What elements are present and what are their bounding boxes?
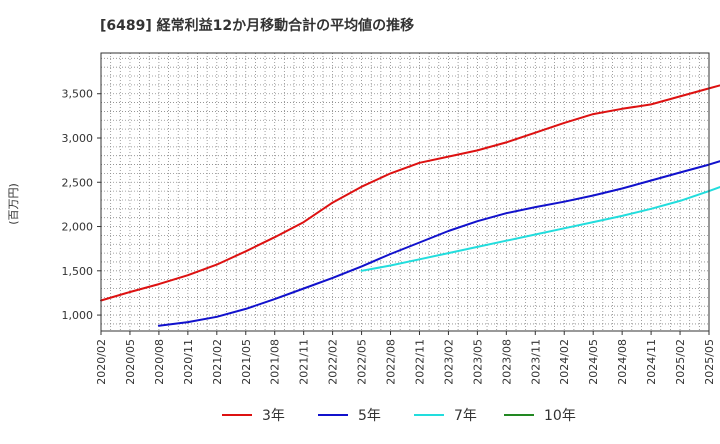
x-tick-label: 2020/05	[124, 339, 137, 385]
x-tick-label: 2022/11	[413, 339, 426, 385]
x-tick-label: 2023/08	[500, 339, 513, 385]
x-tick-label: 2021/05	[240, 339, 253, 385]
y-tick-label: 3,500	[62, 88, 94, 101]
series-line-7年	[360, 186, 720, 272]
legend-label-7年: 7年	[454, 408, 477, 424]
x-tick-label: 2022/05	[356, 339, 369, 385]
legend-label-5年: 5年	[358, 408, 381, 424]
x-tick-label: 2023/11	[529, 339, 542, 385]
x-tick-label: 2024/02	[558, 339, 571, 385]
x-tick-label: 2021/02	[211, 339, 224, 385]
x-tick-label: 2024/08	[616, 339, 629, 385]
series-line-5年	[157, 160, 720, 327]
y-tick-label: 2,500	[62, 176, 94, 189]
x-tick-label: 2024/11	[645, 339, 658, 385]
x-tick-label: 2022/08	[385, 339, 398, 385]
x-tick-label: 2020/08	[153, 339, 166, 385]
legend-label-10年: 10年	[544, 408, 576, 424]
legend-label-3年: 3年	[262, 408, 285, 424]
x-tick-label: 2025/05	[703, 339, 716, 385]
chart-title: [6489] 経常利益12か月移動合計の平均値の推移	[100, 17, 414, 34]
series-layer	[100, 84, 720, 327]
axes-layer: 1,000 1,500 2,000 2,500 3,000 3,500 2020/02 202…	[62, 52, 716, 385]
plot-area	[101, 53, 709, 331]
legend: 3年 5年 7年 10年	[222, 408, 576, 424]
y-tick-label: 1,500	[62, 265, 94, 278]
x-tick-label: 2020/11	[182, 339, 195, 385]
y-tick-label: 3,000	[62, 132, 94, 145]
plot-frame	[100, 52, 710, 332]
x-tick-label: 2023/05	[471, 339, 484, 385]
x-tick-label: 2022/02	[327, 339, 340, 385]
grid-layer	[101, 53, 709, 331]
x-tick-label: 2024/05	[587, 339, 600, 385]
y-tick-label: 1,000	[62, 309, 94, 322]
x-tick-label: 2020/02	[95, 339, 108, 385]
x-tick-label: 2025/02	[674, 339, 687, 385]
x-tick-label: 2021/08	[269, 339, 282, 385]
y-axis-label: (百万円)	[7, 183, 20, 225]
x-tick-label: 2021/11	[298, 339, 311, 385]
x-tick-label: 2023/02	[442, 339, 455, 385]
y-tick-label: 2,000	[62, 221, 94, 234]
series-line-3年	[100, 84, 720, 302]
